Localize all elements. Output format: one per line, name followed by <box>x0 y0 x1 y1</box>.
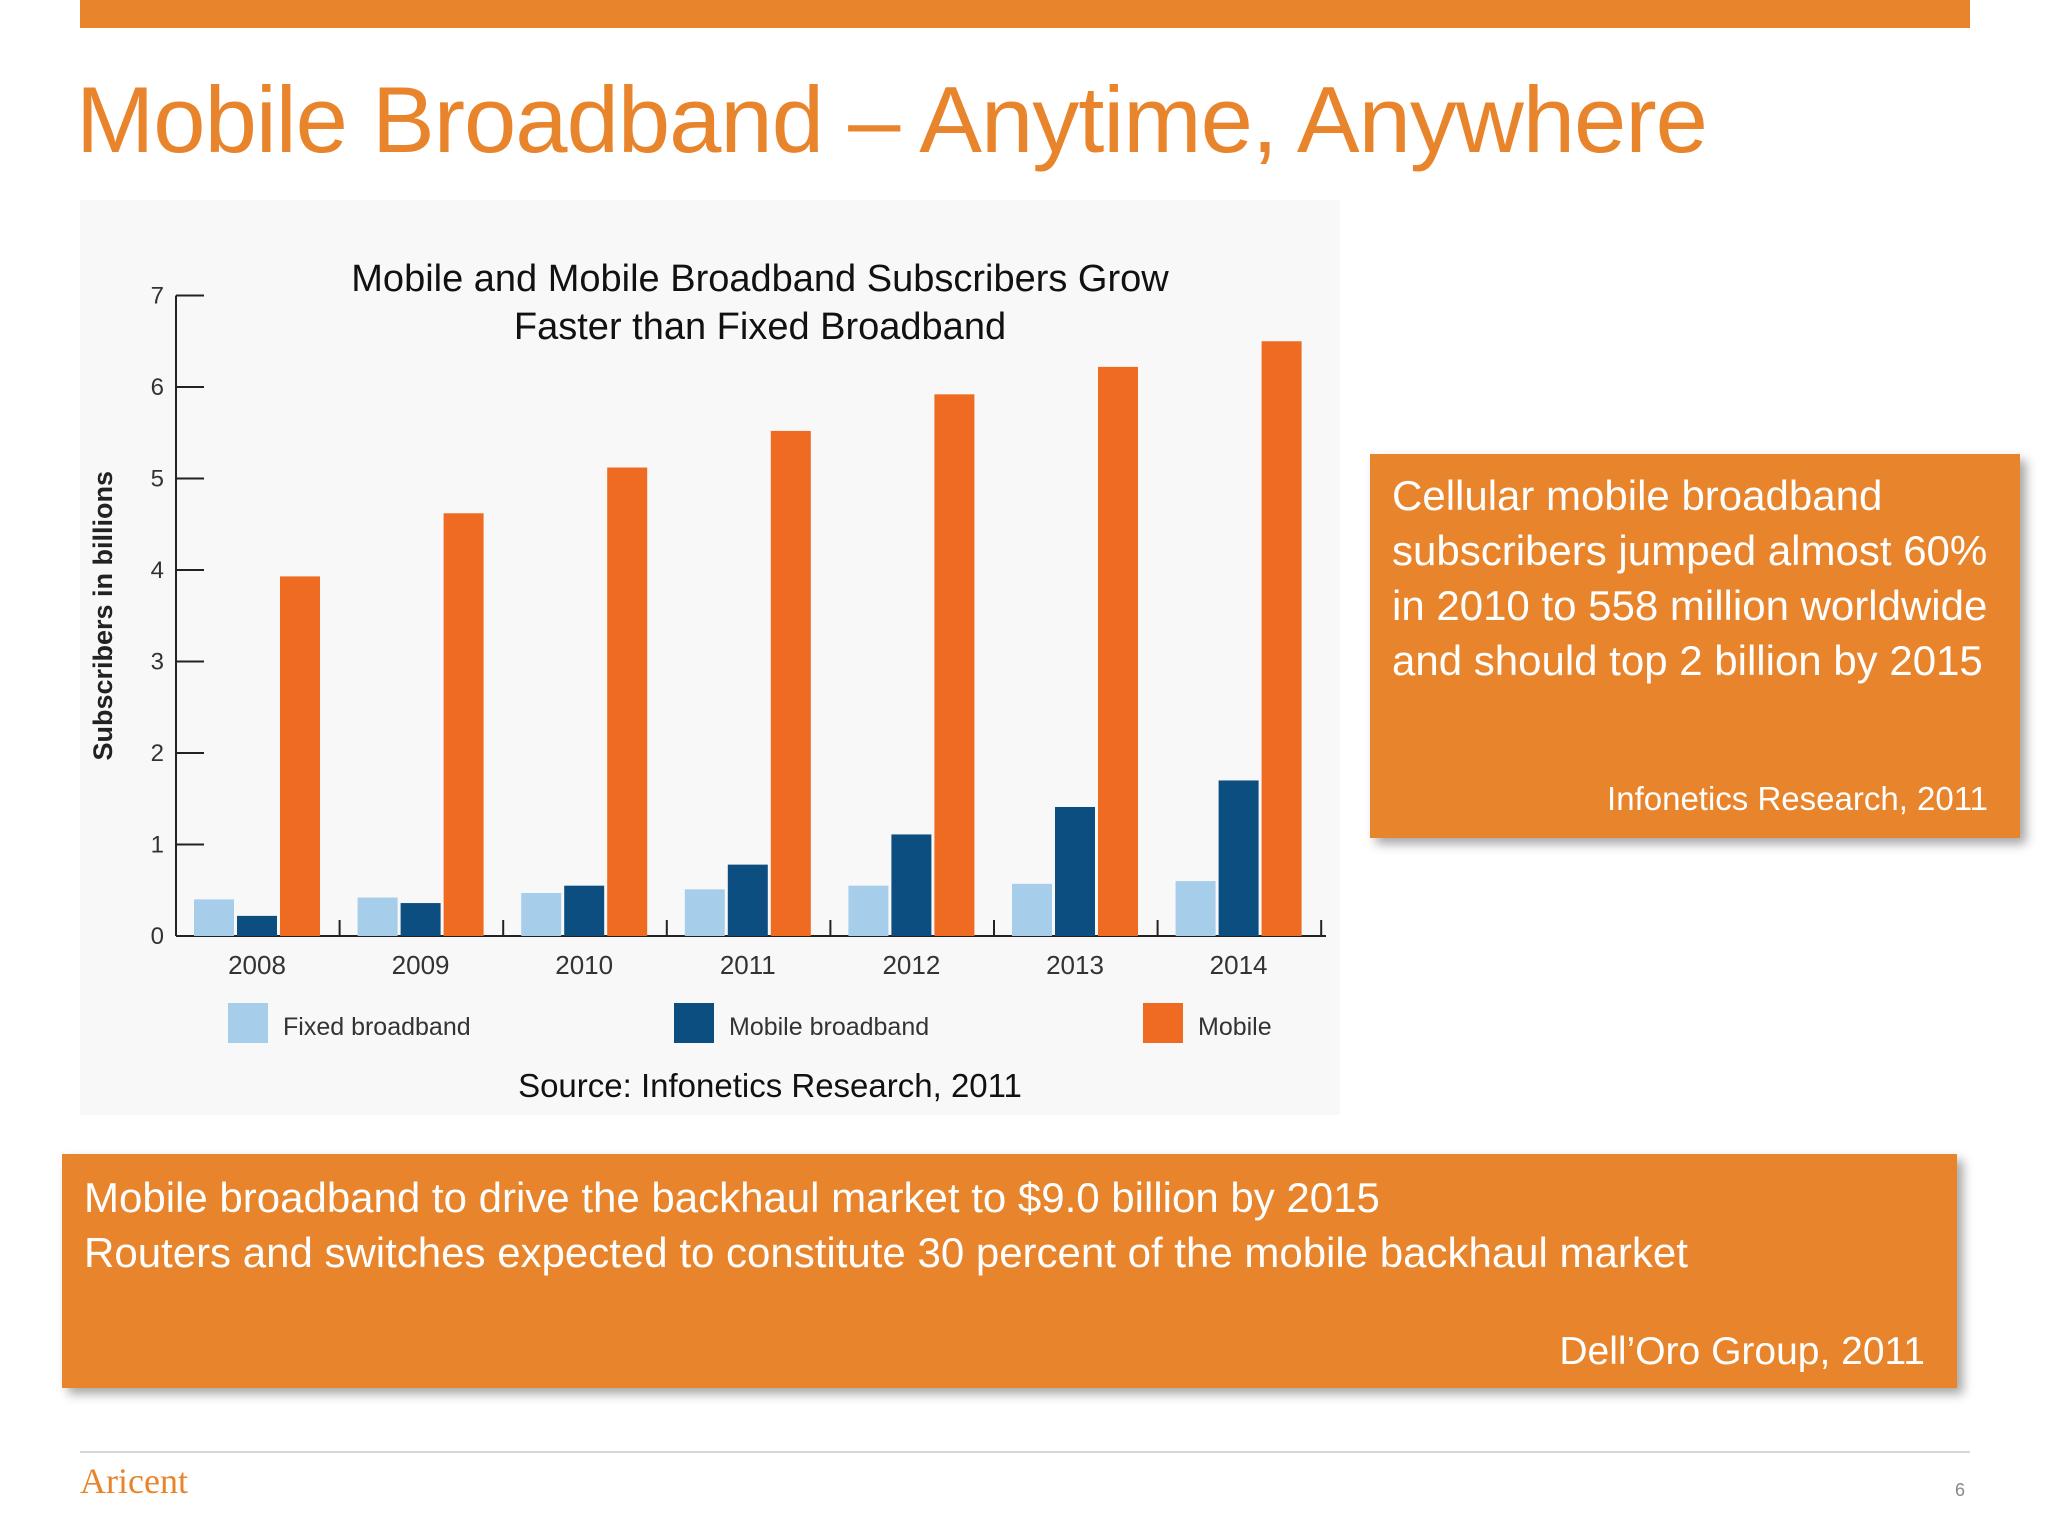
y-tick-label: 2 <box>151 740 164 767</box>
bar-fixed-broadband-2008 <box>194 899 234 936</box>
bar-mobile-2008 <box>280 576 320 936</box>
callout-bottom: Mobile broadband to drive the backhaul m… <box>62 1154 1957 1388</box>
x-tick-label: 2013 <box>1046 950 1104 980</box>
y-tick-label: 1 <box>151 832 164 859</box>
bar-mobile-2009 <box>443 513 484 936</box>
bar-mobile-broadband-2009 <box>400 903 441 936</box>
bar-mobile-2012 <box>934 394 975 936</box>
x-tick-label: 2010 <box>555 950 613 980</box>
legend-swatch-2 <box>1143 1003 1183 1043</box>
footer-divider <box>80 1451 1970 1453</box>
legend-swatch-1 <box>674 1003 714 1043</box>
callout-bottom-line-2: Routers and switches expected to constit… <box>84 1229 1688 1276</box>
bar-fixed-broadband-2014 <box>1175 881 1216 936</box>
callout-bottom-line-1: Mobile broadband to drive the backhaul m… <box>84 1174 1380 1221</box>
bar-mobile-2011 <box>770 430 811 936</box>
x-tick-label: 2008 <box>228 950 286 980</box>
bar-mobile-broadband-2008 <box>237 915 277 936</box>
bar-mobile-broadband-2010 <box>564 885 605 936</box>
bar-fixed-broadband-2009 <box>357 897 398 936</box>
slide-title: Mobile Broadband – Anytime, Anywhere <box>76 67 1708 172</box>
x-tick-label: 2009 <box>392 950 450 980</box>
y-tick-label: 4 <box>151 557 164 584</box>
top-accent-bar <box>80 0 1970 28</box>
bar-chart: 0 1 2 3 4 5 6 7 Subscribers in billions 2008 2009 2… <box>88 283 1326 1043</box>
x-tick-label: 2012 <box>882 950 940 980</box>
bar-mobile-2014 <box>1261 341 1302 936</box>
y-axis-label: Subscribers in billions <box>88 471 118 761</box>
legend-swatch-0 <box>228 1003 268 1043</box>
bar-mobile-broadband-2013 <box>1055 806 1095 936</box>
page-number: 6 <box>1955 1480 1966 1500</box>
callout-right-citation: Infonetics Research, 2011 <box>1607 780 1988 817</box>
y-tick-label: 7 <box>151 283 164 310</box>
x-tick-label: 2014 <box>1210 950 1268 980</box>
x-tick-label: 2011 <box>720 950 776 980</box>
y-tick-label: 0 <box>151 923 164 950</box>
y-tick-label: 5 <box>151 466 164 493</box>
bar-mobile-2010 <box>607 467 648 936</box>
bar-mobile-broadband-2011 <box>727 864 768 936</box>
bar-fixed-broadband-2013 <box>1012 883 1052 936</box>
chart-title-line-2: Faster than Fixed Broadband <box>513 306 1007 348</box>
callout-right: Cellular mobile broadband subscribers ju… <box>1370 454 2020 838</box>
chart-title-line-1: Mobile and Mobile Broadband Subscribers … <box>351 258 1169 300</box>
bar-mobile-broadband-2014 <box>1218 780 1259 936</box>
legend-label: Mobile <box>1198 1013 1272 1041</box>
bar-fixed-broadband-2010 <box>521 892 562 936</box>
legend-label: Mobile broadband <box>729 1013 929 1041</box>
chart-source: Source: Infonetics Research, 2011 <box>518 1067 1022 1104</box>
bar-mobile-broadband-2012 <box>891 834 932 936</box>
callout-right-text: Cellular mobile broadband subscribers ju… <box>1392 472 1988 684</box>
callout-bottom-citation: Dell’Oro Group, 2011 <box>1559 1330 1925 1373</box>
y-tick-label: 3 <box>151 649 164 676</box>
bar-fixed-broadband-2011 <box>684 889 725 936</box>
bar-mobile-2013 <box>1098 366 1138 936</box>
y-tick-label: 6 <box>151 374 164 401</box>
aricent-logo: Aricent <box>80 1461 188 1501</box>
chart-title: Mobile and Mobile Broadband Subscribers … <box>300 255 1220 351</box>
legend-label: Fixed broadband <box>283 1013 471 1041</box>
bar-fixed-broadband-2012 <box>848 885 889 936</box>
